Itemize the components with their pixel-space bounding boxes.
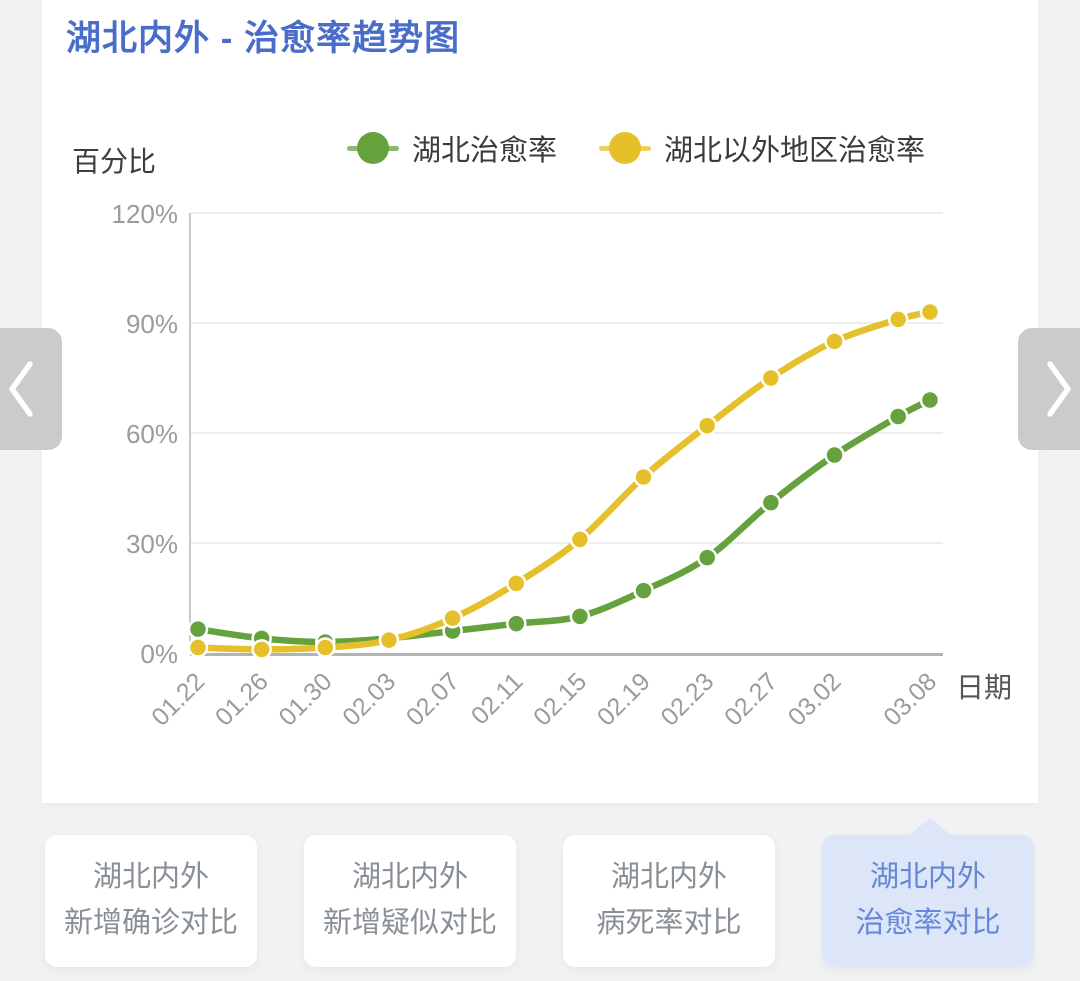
page-title: 湖北内外 - 治愈率趋势图 <box>66 19 461 58</box>
tab-label-line1: 湖北内外 <box>92 861 209 893</box>
chevron-right-icon <box>1047 361 1071 417</box>
x-axis-unit-label: 日期 <box>956 672 1013 703</box>
tab-new-suspected-comparison[interactable]: 湖北内外 新增疑似对比 <box>304 835 516 967</box>
chart-legend: 湖北治愈率 湖北以外地区治愈率 <box>347 126 925 170</box>
tab-cure-rate-comparison[interactable]: 湖北内外 治愈率对比 <box>822 818 1034 967</box>
tab-fatality-rate-comparison[interactable]: 湖北内外 病死率对比 <box>563 835 775 967</box>
tab-label-line2: 新增疑似对比 <box>322 907 497 939</box>
chevron-left-icon <box>9 361 33 417</box>
tab-label-line2: 治愈率对比 <box>855 907 1001 939</box>
tab-label-line1: 湖北内外 <box>610 861 727 893</box>
tab-label-line1: 湖北内外 <box>351 861 468 893</box>
prev-chart-button[interactable] <box>0 328 62 450</box>
next-chart-button[interactable] <box>1018 328 1080 450</box>
tab-label-line1: 湖北内外 <box>869 861 986 893</box>
line-dot-marker-icon <box>347 130 399 166</box>
legend-label: 湖北治愈率 <box>412 135 558 167</box>
chart-card <box>42 0 1038 803</box>
y-axis-unit-label: 百分比 <box>72 146 157 177</box>
tab-label-line2: 新增确诊对比 <box>63 907 238 939</box>
tab-label-line2: 病死率对比 <box>596 907 742 939</box>
legend-item-outside-hubei[interactable]: 湖北以外地区治愈率 <box>599 127 925 169</box>
legend-item-hubei[interactable]: 湖北治愈率 <box>347 127 557 169</box>
selected-tab-caret-icon <box>909 818 951 835</box>
line-dot-marker-icon <box>599 130 652 166</box>
tab-new-confirmed-comparison[interactable]: 湖北内外 新增确诊对比 <box>45 835 257 967</box>
legend-label: 湖北以外地区治愈率 <box>664 135 926 167</box>
